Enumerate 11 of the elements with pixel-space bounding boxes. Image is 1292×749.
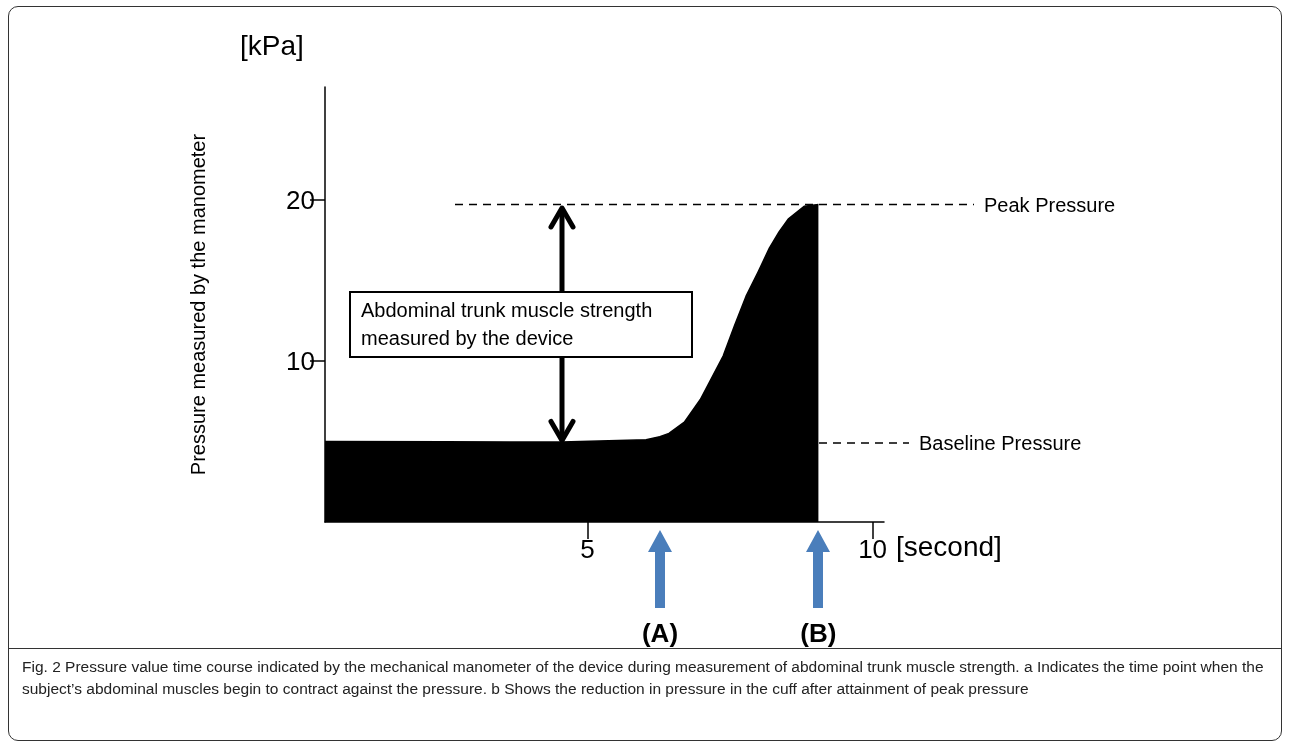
y-tick-label: 20 — [286, 184, 315, 215]
y-axis-title: Pressure measured by the manometer — [187, 133, 209, 476]
caption: Fig. 2 Pressure value time course indicated by the mechanical manometer of the device during measurement of abdominal trunk muscle strength. a Indicates the time point when the subject’s abdominal muscles begin to contract against the pressure. b Shows the reduction in pressure in the cuff after attainment of peak pressure — [22, 657, 1265, 699]
note-box: Abdominal trunk muscle strength measured by the device — [349, 290, 693, 358]
text: [kPa] — [240, 29, 304, 61]
ref-line-label: Peak Pressure — [984, 193, 1116, 216]
x-tick-label: 5 — [580, 534, 595, 564]
x-axis-title: [second] — [896, 530, 1002, 562]
ref-line-label: Baseline Pressure — [919, 432, 1082, 455]
text: (B) — [800, 618, 837, 648]
text: (A) — [641, 618, 679, 648]
